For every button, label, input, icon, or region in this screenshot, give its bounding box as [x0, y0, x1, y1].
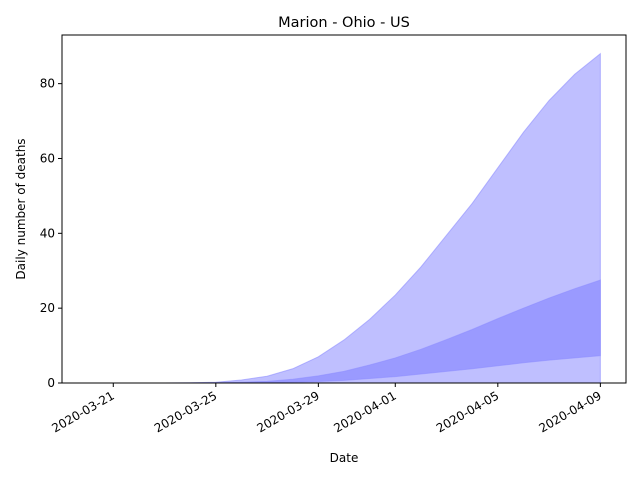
x-tick-label: 2020-04-05: [434, 388, 501, 435]
x-tick-label: 2020-04-09: [536, 388, 603, 435]
y-tick-label: 20: [40, 301, 55, 315]
area-bands: [113, 52, 601, 384]
x-tick-label: 2020-03-25: [152, 388, 219, 435]
y-tick-label: 80: [40, 77, 55, 91]
x-tick-label: 2020-04-01: [331, 388, 398, 435]
x-axis-ticks: 2020-03-21 2020-03-25 2020-03-29 2020-04-01…: [49, 383, 604, 435]
y-tick-label: 40: [40, 226, 55, 240]
x-axis-label: Date: [330, 451, 359, 465]
chart-title: Marion - Ohio - US: [278, 15, 410, 31]
x-tick-label: 2020-03-29: [254, 388, 321, 435]
y-tick-label: 0: [47, 376, 55, 390]
y-tick-label: 60: [40, 151, 55, 165]
y-axis-ticks: 0 20 40 60 80: [40, 77, 62, 390]
plot-frame: [61, 34, 627, 384]
x-tick-label: 2020-03-21: [49, 388, 116, 435]
y-axis-label: Daily number of deaths: [14, 138, 28, 279]
